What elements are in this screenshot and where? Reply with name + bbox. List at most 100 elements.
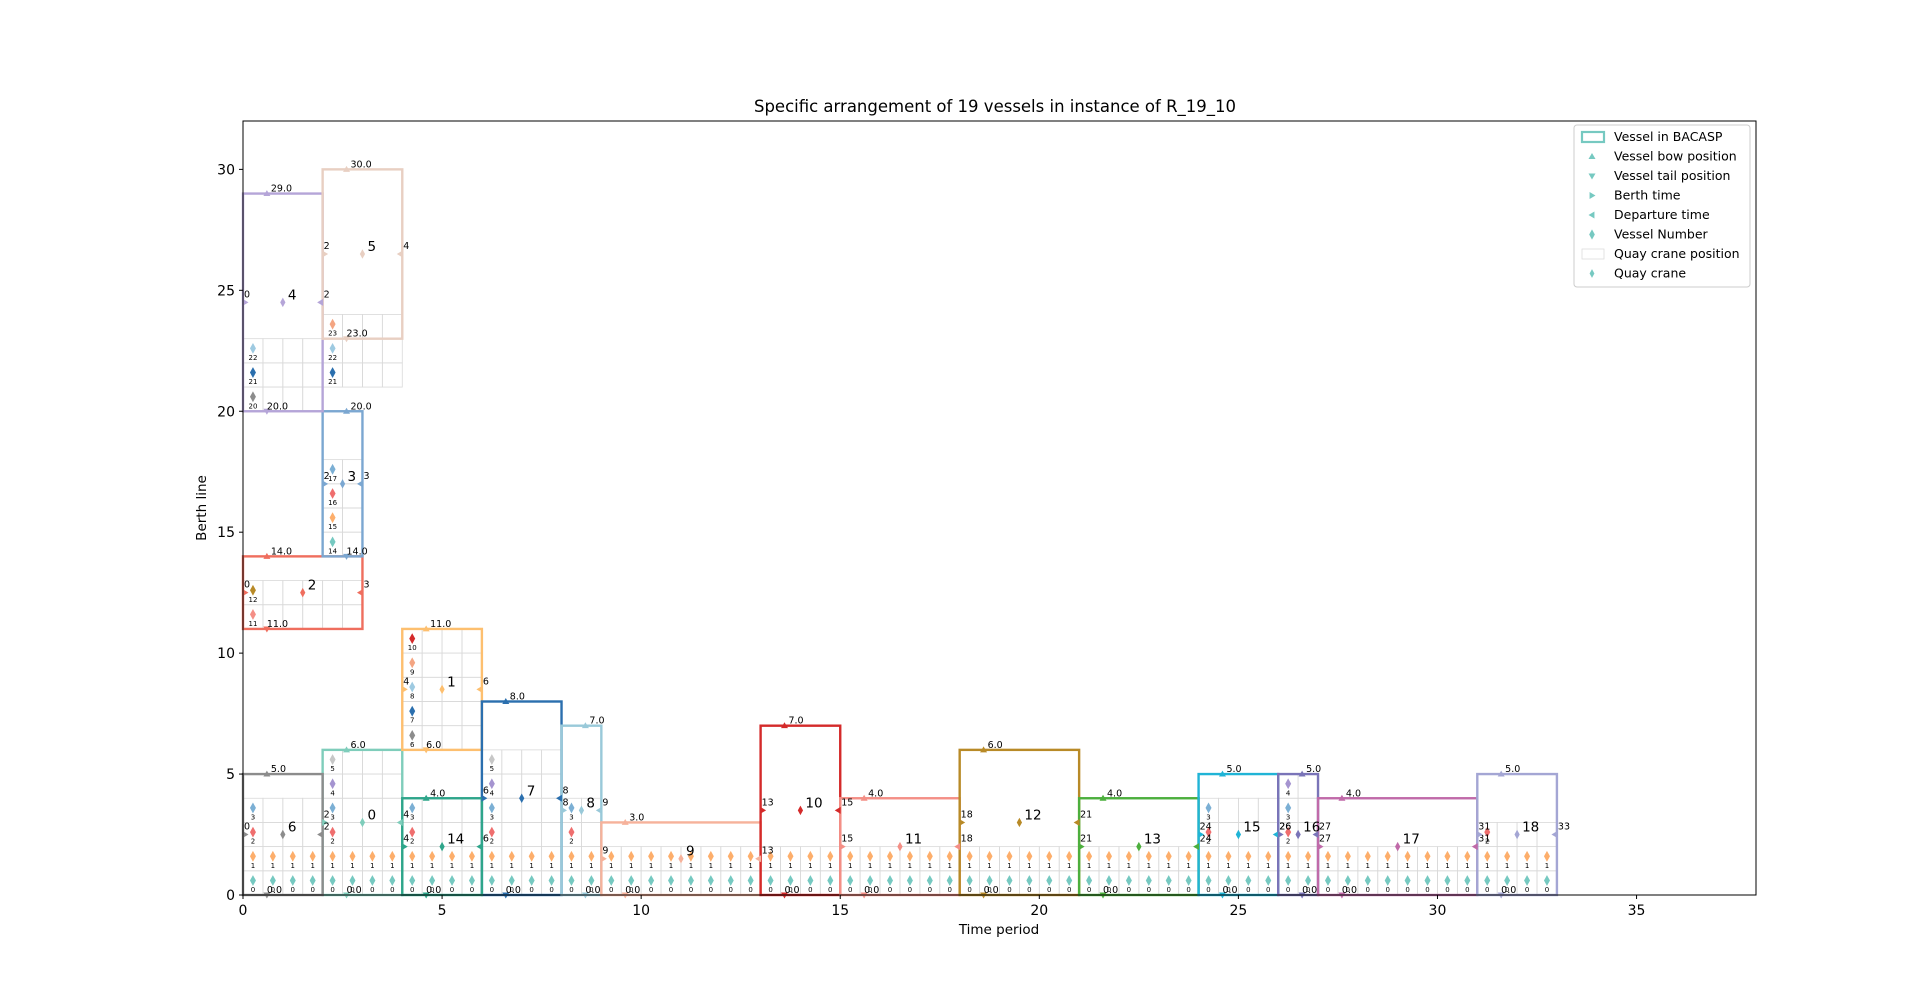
- quay-crane-marker: [488, 850, 495, 862]
- berth-time-marker: [1078, 843, 1085, 851]
- vessel-tail-label: 0.0: [1501, 885, 1516, 896]
- quay-crane-marker: [1424, 875, 1431, 886]
- quay-crane-number: 0: [967, 886, 971, 894]
- quay-crane-number: 0: [1525, 886, 1529, 894]
- quay-crane-number: 1: [788, 862, 792, 870]
- quay-crane-number: 1: [908, 862, 912, 870]
- vessel-number-label: 2: [308, 578, 317, 594]
- departure-time-label: 18: [961, 834, 973, 845]
- quay-crane-marker: [1404, 875, 1411, 886]
- quay-crane-marker: [787, 875, 794, 886]
- quay-crane-marker: [1165, 850, 1172, 862]
- quay-crane-number: 4: [490, 789, 495, 797]
- departure-time-marker: [834, 806, 841, 814]
- quay-crane-number: 0: [1306, 886, 1310, 894]
- vessel-number-label: 12: [1024, 807, 1041, 823]
- quay-crane-marker: [1364, 850, 1371, 862]
- vessel-tail-label: 0.0: [347, 885, 362, 896]
- quay-crane-cell: [342, 749, 363, 775]
- quay-crane-number: 3: [251, 813, 255, 821]
- quay-crane-marker: [946, 875, 953, 886]
- legend-entry-label: Departure time: [1614, 207, 1710, 222]
- quay-crane-number: 0: [987, 886, 991, 894]
- quay-crane-number: 1: [330, 862, 334, 870]
- berth-time-label: 18: [961, 809, 973, 820]
- quay-crane-marker: [727, 850, 734, 862]
- vessel-number-label: 15: [1243, 820, 1260, 836]
- quay-crane-cell: [342, 362, 363, 388]
- quay-crane-number: 20: [248, 402, 257, 410]
- legend-symbol-crane-position: [1581, 248, 1605, 260]
- quay-crane-number: 3: [330, 813, 334, 821]
- x-tick-label: 25: [1229, 903, 1247, 919]
- quay-crane-number: 0: [1445, 886, 1449, 894]
- berth-time-label: 21: [1080, 834, 1092, 845]
- vessel-number-marker: [519, 793, 525, 803]
- quay-crane-marker: [1046, 875, 1053, 886]
- quay-crane-marker: [588, 875, 595, 886]
- vessel-tail-label: 0.0: [984, 885, 999, 896]
- quay-crane-cell: [362, 338, 383, 364]
- quay-crane-number: 0: [271, 886, 275, 894]
- quay-crane-number: 1: [1485, 862, 1489, 870]
- vessel-number-marker: [359, 817, 366, 828]
- departure-time-label: 9: [602, 797, 608, 808]
- quay-crane-marker: [1464, 875, 1471, 886]
- quay-crane-marker: [787, 850, 794, 862]
- quay-crane-marker: [488, 826, 495, 838]
- quay-crane-marker: [289, 875, 296, 886]
- quay-crane-number: 1: [987, 862, 991, 870]
- quay-crane-number: 1: [370, 862, 374, 870]
- quay-crane-marker: [687, 875, 694, 886]
- quay-crane-number: 0: [1206, 886, 1210, 894]
- quay-crane-number: 8: [410, 693, 414, 701]
- departure-time-marker: [356, 480, 363, 488]
- quay-crane-number: 0: [928, 886, 932, 894]
- quay-crane-number: 0: [549, 886, 553, 894]
- quay-crane-marker: [449, 875, 456, 886]
- quay-crane-number: 0: [450, 886, 454, 894]
- quay-crane-cell: [342, 822, 363, 848]
- quay-crane-number: 1: [729, 862, 733, 870]
- berth-time-marker: [242, 831, 249, 839]
- quay-crane-number: 21: [328, 378, 337, 386]
- departure-time-marker: [476, 685, 483, 693]
- vessel-bow-label: 6.0: [351, 740, 366, 751]
- quay-crane-marker: [409, 802, 416, 814]
- departure-time-label: 4: [403, 241, 409, 252]
- departure-time-label: 27: [1319, 822, 1331, 833]
- quay-crane-number: 1: [1525, 862, 1529, 870]
- quay-crane-cell: [381, 314, 403, 340]
- vessel-number-marker: [1395, 841, 1401, 852]
- quay-crane-marker: [249, 609, 256, 620]
- quay-crane-cell: [501, 822, 523, 848]
- y-tick-label: 5: [226, 767, 235, 783]
- quay-crane-number: 1: [709, 862, 713, 870]
- quay-crane-number: 0: [848, 886, 852, 894]
- vessel-bow-marker: [263, 190, 271, 197]
- vessel-bow-label: 6.0: [988, 740, 1003, 751]
- quay-crane-number: 2: [1485, 838, 1489, 846]
- quay-crane-number: 1: [1226, 862, 1230, 870]
- departure-time-marker: [1551, 831, 1558, 839]
- vessel-number-marker: [1235, 829, 1242, 840]
- quay-crane-number: 0: [1147, 886, 1151, 894]
- quay-crane-number: 1: [649, 862, 653, 870]
- quay-crane-marker: [249, 342, 256, 354]
- vessel-number-label: 13: [1144, 832, 1161, 848]
- quay-crane-number: 5: [330, 765, 334, 773]
- departure-time-label: 13: [762, 846, 774, 857]
- departure-time-marker: [1471, 843, 1478, 851]
- quay-crane-number: 1: [967, 862, 971, 870]
- quay-crane-number: 1: [768, 862, 772, 870]
- quay-crane-number: 0: [410, 886, 414, 894]
- quay-crane-marker: [1205, 826, 1212, 838]
- quay-crane-number: 1: [350, 862, 354, 870]
- quay-crane-marker: [1285, 826, 1292, 838]
- quay-crane-marker: [986, 850, 993, 862]
- legend-entry-label: Vessel bow position: [1614, 149, 1737, 164]
- quay-crane-cell: [302, 338, 324, 364]
- quay-crane-marker: [429, 850, 436, 862]
- quay-crane-number: 1: [470, 862, 474, 870]
- quay-crane-number: 1: [1127, 862, 1131, 870]
